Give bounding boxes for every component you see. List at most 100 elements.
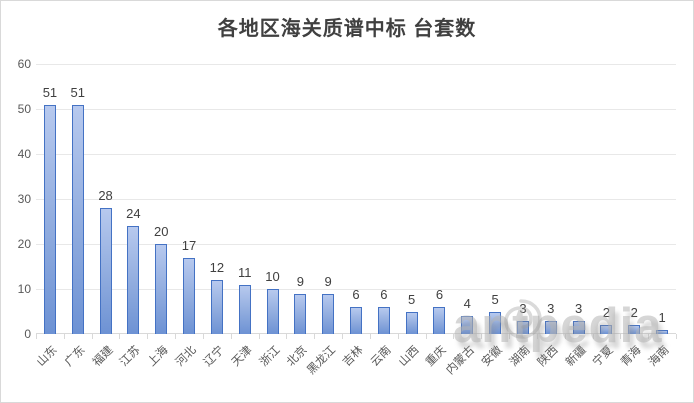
x-axis-tick-mark <box>286 334 287 339</box>
x-axis-category-label-山西: 山西 <box>396 344 422 369</box>
x-axis-tick-mark <box>481 334 482 339</box>
x-axis-category-label-海南: 海南 <box>646 344 672 369</box>
x-axis-tick-mark <box>175 334 176 339</box>
data-label-上海: 20 <box>153 224 169 239</box>
data-label-广东: 51 <box>70 84 85 100</box>
x-axis-category-label-浙江: 浙江 <box>257 344 283 369</box>
y-axis-tick-label-50: 50 <box>17 102 31 116</box>
y-axis-tick-label-60: 60 <box>17 57 31 71</box>
data-label-湖南: 3 <box>519 300 527 316</box>
x-axis-category-label-福建: 福建 <box>90 344 116 369</box>
data-label-安徽: 5 <box>491 291 499 307</box>
bar-广东 <box>71 104 84 334</box>
x-axis-tick-mark <box>64 334 65 339</box>
x-axis-tick-mark <box>398 334 399 339</box>
x-axis-category-label-辽宁: 辽宁 <box>201 344 227 369</box>
bar-重庆 <box>433 307 446 334</box>
gridline-40 <box>36 154 676 155</box>
x-axis-tick-mark <box>648 334 649 339</box>
x-axis-tick-mark <box>147 334 148 339</box>
x-axis-tick-mark <box>537 334 538 339</box>
x-axis-tick-mark <box>370 334 371 339</box>
x-axis-category-label-青海: 青海 <box>619 344 644 369</box>
bar-河北 <box>183 257 196 334</box>
gridline-20 <box>36 244 676 245</box>
bar-北京 <box>294 293 307 334</box>
x-axis-category-label-吉林: 吉林 <box>340 344 366 369</box>
data-label-海南: 1 <box>658 309 666 325</box>
x-axis-category-label-云南: 云南 <box>368 344 394 369</box>
x-axis-category-label-上海: 上海 <box>146 344 171 369</box>
data-label-河北: 17 <box>181 237 197 253</box>
bar-山西 <box>405 311 418 334</box>
data-label-福建: 28 <box>98 188 113 203</box>
bar-辽宁 <box>210 280 223 334</box>
x-axis-tick-mark <box>565 334 566 339</box>
x-axis-tick-mark <box>314 334 315 339</box>
gridline-30 <box>36 199 676 200</box>
bar-山东 <box>43 104 56 334</box>
data-label-重庆: 6 <box>435 287 444 302</box>
x-axis-category-label-山东: 山东 <box>34 344 60 369</box>
bar-吉林 <box>350 307 362 334</box>
data-label-江苏: 24 <box>126 206 141 221</box>
data-label-天津: 11 <box>237 264 252 280</box>
x-axis-category-label-新疆: 新疆 <box>563 344 589 369</box>
data-label-辽宁: 12 <box>209 260 225 275</box>
x-axis-tick-mark <box>119 334 120 339</box>
data-label-宁夏: 2 <box>602 305 611 320</box>
bar-宁夏 <box>600 325 613 334</box>
data-label-陕西: 3 <box>547 300 555 316</box>
gridline-50 <box>36 109 676 110</box>
data-label-黑龙江: 9 <box>324 273 332 289</box>
bar-青海 <box>628 325 641 334</box>
gridline-60 <box>36 64 676 65</box>
x-axis-category-label-河北: 河北 <box>173 344 199 369</box>
x-axis-category-label-黑龙江: 黑龙江 <box>304 344 338 378</box>
y-axis-tick-label-0: 0 <box>24 327 31 341</box>
x-axis-category-label-天津: 天津 <box>229 344 255 369</box>
data-label-北京: 9 <box>296 273 304 289</box>
x-axis-category-label-安徽: 安徽 <box>479 344 505 369</box>
x-axis-tick-mark <box>36 334 37 339</box>
plot-area: 51 山东 51 广东 28 福建 24 江苏 20 上海 17 河北 12 辽宁 11 天津 10 浙江 9 北京 9… <box>35 64 677 377</box>
data-label-青海: 2 <box>630 305 638 320</box>
data-label-内蒙古: 4 <box>463 296 471 311</box>
bar-云南 <box>377 307 390 334</box>
x-axis-tick-mark <box>620 334 621 339</box>
data-label-浙江: 10 <box>265 269 280 284</box>
gridline-10 <box>36 289 676 290</box>
bar-浙江 <box>266 289 279 334</box>
bar-湖南 <box>516 320 529 334</box>
data-label-山西: 5 <box>408 291 416 307</box>
bar-江苏 <box>127 226 140 334</box>
x-axis-tick-mark <box>593 334 594 339</box>
bar-安徽 <box>489 311 502 334</box>
x-axis-tick-mark <box>676 334 677 339</box>
data-label-山东: 51 <box>42 84 58 100</box>
bar-上海 <box>155 244 168 334</box>
bar-天津 <box>238 284 251 334</box>
x-axis-tick-mark <box>92 334 93 339</box>
x-axis-category-label-湖南: 湖南 <box>507 344 533 369</box>
x-axis-category-label-陕西: 陕西 <box>535 344 561 369</box>
y-axis-tick-label-20: 20 <box>17 237 31 251</box>
bar-黑龙江 <box>322 293 335 334</box>
data-label-新疆: 3 <box>574 300 583 316</box>
x-axis-tick-mark <box>509 334 510 339</box>
x-axis-tick-mark <box>203 334 204 339</box>
x-axis-tick-mark <box>453 334 454 339</box>
bar-福建 <box>99 208 112 334</box>
y-axis-tick-label-30: 30 <box>17 192 31 206</box>
x-axis-tick-mark <box>342 334 343 339</box>
x-axis-tick-mark <box>231 334 232 339</box>
data-label-云南: 6 <box>380 287 388 302</box>
x-axis-tick-mark <box>259 334 260 339</box>
y-axis-tick-label-40: 40 <box>17 147 31 161</box>
bar-新疆 <box>572 320 585 334</box>
bar-陕西 <box>544 320 557 334</box>
bar-内蒙古 <box>461 316 474 334</box>
x-axis-category-label-内蒙古: 内蒙古 <box>444 344 477 378</box>
chart-title: 各地区海关质谱中标 台套数 <box>217 18 477 40</box>
